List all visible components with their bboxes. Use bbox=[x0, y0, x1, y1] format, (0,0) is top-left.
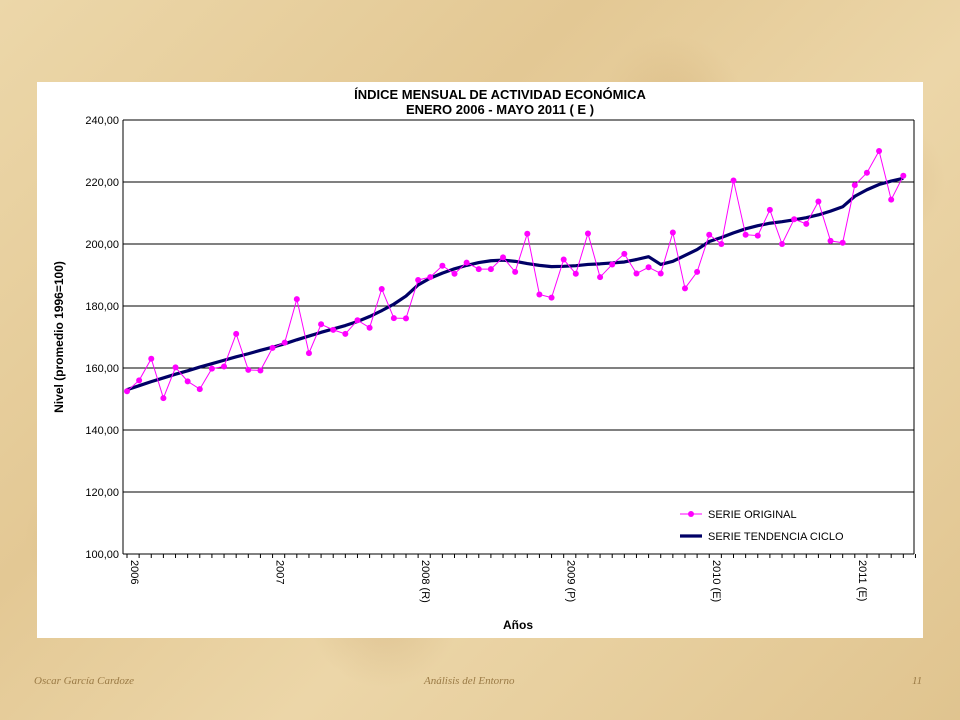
series-original-point bbox=[160, 395, 167, 402]
series-original-point bbox=[706, 231, 713, 238]
series-original-point bbox=[281, 339, 288, 346]
series-original-point bbox=[172, 364, 179, 371]
series-original-point bbox=[851, 182, 858, 189]
series-original-point bbox=[742, 231, 749, 238]
series-original-point bbox=[536, 291, 543, 298]
series-original-point bbox=[560, 256, 567, 263]
series-original-point bbox=[293, 296, 300, 303]
series-original-point bbox=[500, 254, 507, 261]
y-tick-label: 200,00 bbox=[85, 239, 119, 251]
footer-author: Oscar García Cardoze bbox=[34, 675, 135, 687]
series-original-point bbox=[681, 285, 688, 292]
series-original-point bbox=[669, 229, 676, 236]
series-original-point bbox=[415, 276, 422, 283]
x-tick-label: 2010 (E) bbox=[710, 560, 722, 602]
y-axis-title: Nivel (promedio 1996=100) bbox=[52, 261, 66, 413]
series-original-point bbox=[402, 315, 409, 322]
series-original-point bbox=[718, 241, 725, 247]
y-tick-label: 220,00 bbox=[85, 177, 119, 189]
series-original-point bbox=[730, 177, 737, 184]
series-original-point bbox=[827, 237, 834, 244]
series-original-point bbox=[378, 285, 385, 292]
series-original-point bbox=[766, 206, 773, 213]
legend-original-label: SERIE ORIGINAL bbox=[708, 509, 797, 521]
chart-svg: ÍNDICE MENSUAL DE ACTIVIDAD ECONÓMICA EN… bbox=[52, 87, 916, 632]
plot-layer: 100,00 120,00 140,00 160,00 180,00 200,00 220,… bbox=[85, 115, 916, 603]
series-original-point bbox=[427, 274, 434, 281]
series-original-point bbox=[136, 377, 143, 384]
y-tick-label: 240,00 bbox=[85, 115, 119, 127]
series-original-point bbox=[148, 355, 155, 362]
series-original-point bbox=[900, 172, 907, 179]
y-tick-label: 180,00 bbox=[85, 301, 119, 313]
series-original-point bbox=[124, 388, 130, 395]
series-original-point bbox=[354, 317, 361, 324]
series-original-point bbox=[245, 366, 252, 373]
series-original-point bbox=[184, 378, 191, 385]
series-original-point bbox=[475, 266, 482, 273]
series-original-point bbox=[609, 261, 616, 268]
series-original-point bbox=[572, 270, 579, 277]
x-tick-label: 2006 bbox=[128, 560, 140, 584]
series-original-point bbox=[633, 270, 640, 277]
series-original-point bbox=[330, 326, 337, 333]
series-original-point bbox=[318, 321, 325, 328]
footer-title: Análisis del Entorno bbox=[424, 675, 515, 687]
series-original-point bbox=[208, 365, 215, 372]
legend-trend-label: SERIE TENDENCIA CICLO bbox=[708, 531, 844, 543]
series-original-point bbox=[233, 330, 240, 337]
x-axis-title: Años bbox=[503, 618, 533, 632]
series-original-point bbox=[597, 274, 604, 281]
legend-original-marker bbox=[688, 511, 694, 517]
x-tick-label: 2009 (P) bbox=[565, 560, 577, 602]
series-original-point bbox=[803, 220, 810, 227]
series-trend-line bbox=[126, 176, 904, 392]
series-original-point bbox=[584, 230, 591, 237]
series-original-point bbox=[815, 198, 822, 205]
x-tick-label: 2008 (R) bbox=[419, 560, 431, 603]
footer-page-number: 11 bbox=[912, 675, 923, 687]
series-original-point bbox=[451, 270, 458, 277]
series-original-point bbox=[754, 232, 761, 239]
series-original-point bbox=[342, 330, 349, 337]
series-original-point bbox=[888, 196, 895, 203]
series-original-point bbox=[463, 259, 470, 266]
series-original-point bbox=[876, 148, 883, 154]
series-original-point bbox=[269, 344, 276, 351]
chart-panel: ÍNDICE MENSUAL DE ACTIVIDAD ECONÓMICA EN… bbox=[37, 82, 923, 638]
y-tick-label: 140,00 bbox=[85, 425, 119, 437]
series-original-point bbox=[621, 250, 628, 257]
series-original-point bbox=[548, 294, 555, 301]
chart-title: ÍNDICE MENSUAL DE ACTIVIDAD ECONÓMICA bbox=[354, 87, 646, 102]
series-original-point bbox=[839, 239, 846, 246]
series-original-point bbox=[524, 230, 531, 237]
series-original-point bbox=[366, 324, 373, 331]
series-original-point bbox=[390, 315, 397, 322]
x-tick-label: 2007 bbox=[274, 560, 286, 584]
series-original-point bbox=[221, 363, 228, 370]
series-original-point bbox=[305, 350, 312, 357]
chart-subtitle: ENERO 2006 - MAYO 2011 ( E ) bbox=[406, 102, 594, 117]
y-tick-label: 120,00 bbox=[85, 487, 119, 499]
series-original-point bbox=[694, 268, 701, 275]
x-tick-label: 2011 (E) bbox=[856, 560, 868, 601]
series-original-point bbox=[863, 169, 870, 176]
series-original-point bbox=[512, 268, 519, 275]
series-original-point bbox=[487, 266, 494, 273]
series-original-point bbox=[439, 262, 446, 269]
y-tick-label: 160,00 bbox=[85, 363, 119, 375]
series-original-point bbox=[791, 216, 798, 223]
series-original-point bbox=[645, 264, 652, 271]
y-tick-label: 100,00 bbox=[85, 549, 119, 561]
series-original-point bbox=[196, 386, 203, 393]
series-original-point bbox=[657, 270, 664, 277]
series-original-point bbox=[779, 241, 786, 247]
series-original-point bbox=[257, 367, 264, 374]
